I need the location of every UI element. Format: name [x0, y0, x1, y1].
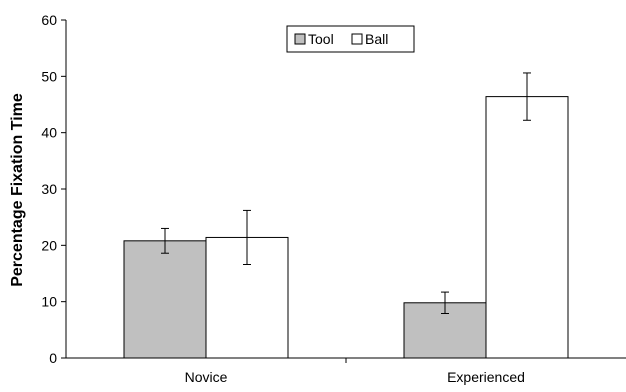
bar-ball-experienced [485, 96, 569, 359]
error-bar-tool-novice [161, 227, 169, 254]
y-tick-label: 50 [41, 68, 57, 84]
error-bar-tool-experienced [441, 291, 449, 314]
error-bar-ball-experienced [523, 72, 531, 121]
y-tick-label: 20 [41, 237, 57, 253]
y-tick-label: 60 [41, 12, 57, 28]
legend-box [286, 25, 415, 53]
error-bar-ball-novice [243, 209, 251, 265]
legend-label-tool: Tool [308, 31, 334, 47]
bar-tool-novice [123, 240, 207, 359]
legend-swatch-tool [294, 33, 306, 45]
legend: Tool Ball [286, 25, 415, 53]
legend-swatch-ball [351, 33, 363, 45]
plot-area [123, 72, 569, 359]
legend-label-ball: Ball [365, 31, 388, 47]
y-tick-label: 30 [41, 181, 57, 197]
y-tick-label: 40 [41, 125, 57, 141]
x-axis: Novice Experienced [66, 357, 626, 385]
y-tick-label: 10 [41, 294, 57, 310]
y-axis-label: Percentage Fixation Time [9, 93, 26, 287]
y-axis: 0 10 20 30 40 50 60 [41, 12, 67, 366]
y-tick-label: 0 [49, 350, 57, 366]
x-category-label: Novice [185, 369, 228, 385]
x-category-label: Experienced [447, 369, 525, 385]
